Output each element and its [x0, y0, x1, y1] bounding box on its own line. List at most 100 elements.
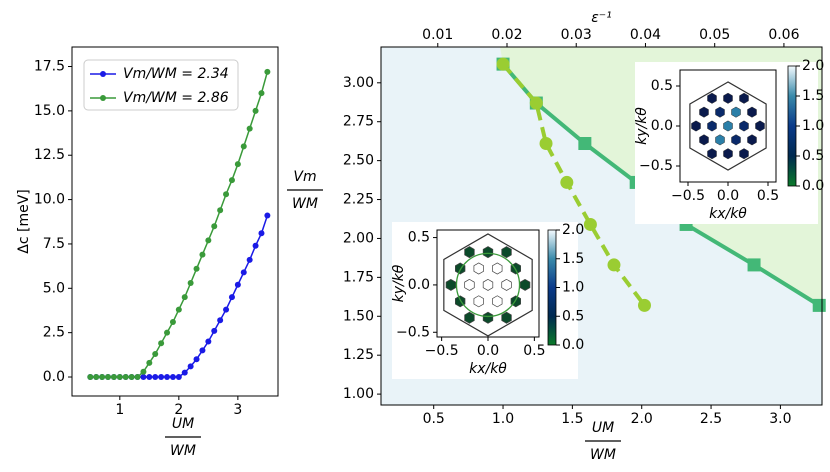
data-point: [211, 223, 218, 230]
data-point: [747, 258, 761, 272]
y-tick-label: 15.0: [34, 103, 65, 119]
data-point: [539, 137, 553, 151]
inset-y-label: ky/kθ: [634, 107, 650, 145]
momentum-cell: [473, 295, 484, 308]
x-tick-label: 0.04: [630, 27, 661, 43]
colorbar-tick-label: 1.0: [802, 118, 824, 134]
y-tick-label: 0.5: [651, 78, 673, 94]
data-point: [529, 96, 543, 110]
data-point: [228, 177, 235, 184]
data-point: [240, 143, 247, 150]
legend-marker: [100, 71, 106, 77]
data-point: [258, 90, 265, 97]
label-numerator: UM: [172, 416, 194, 432]
data-point: [175, 306, 182, 313]
brillouin-zone: [443, 233, 533, 337]
momentum-cell: [755, 120, 765, 132]
data-point: [93, 374, 100, 381]
colorbar-tick-label: 0.5: [562, 308, 584, 324]
data-point: [246, 125, 253, 132]
momentum-cell: [707, 148, 717, 160]
momentum-cell: [707, 92, 717, 104]
data-point: [164, 374, 171, 381]
y-tick-label: −0.5: [396, 324, 430, 340]
data-point: [193, 265, 200, 272]
momentum-cell: [739, 120, 749, 132]
momentum-cell: [464, 246, 475, 259]
x-tick-label: −0.5: [671, 188, 705, 204]
fermi-circle: [455, 252, 521, 318]
legend-label: Vm/WM = 2.34: [123, 66, 229, 82]
data-point: [217, 317, 224, 324]
data-point: [134, 374, 141, 381]
data-point: [199, 251, 206, 258]
data-point: [128, 374, 135, 381]
data-point: [110, 374, 117, 381]
data-point: [252, 242, 259, 249]
data-point: [175, 374, 182, 381]
y-tick-label: 1.75: [343, 269, 374, 285]
data-point: [240, 269, 247, 276]
y-tick-label: 3.00: [343, 75, 374, 91]
x-tick-label: 3.0: [769, 411, 791, 427]
label-numerator: Vm: [293, 169, 316, 185]
x-tick-label: 3: [233, 402, 242, 418]
momentum-cell: [445, 278, 457, 291]
label-denominator: WM: [292, 196, 318, 212]
momentum-cell: [739, 148, 749, 160]
y-tick-label: 10.0: [34, 192, 65, 208]
data-point: [164, 329, 171, 336]
momentum-cell: [747, 106, 757, 118]
x-tick-label: 0.0: [477, 343, 499, 359]
momentum-cell: [723, 148, 733, 160]
momentum-cell: [715, 134, 725, 146]
plot-frame: [380, 46, 823, 406]
data-point: [264, 212, 271, 219]
series-line: [90, 71, 269, 378]
x-tick-label: 0.01: [422, 27, 453, 43]
x-tick-label: 0.0: [717, 188, 739, 204]
data-point: [211, 327, 218, 334]
colorbar-tick-label: 1.5: [562, 251, 584, 267]
legend-box: [83, 59, 239, 111]
colorbar-tick-label: 0.5: [802, 148, 824, 164]
momentum-cell: [691, 120, 701, 132]
data-point: [193, 356, 200, 363]
momentum-cell: [501, 278, 512, 291]
data-point: [181, 369, 188, 376]
data-point: [637, 298, 651, 312]
y-tick-label: 1.25: [343, 347, 374, 363]
data-point: [169, 374, 176, 381]
data-point: [152, 350, 159, 357]
data-point: [99, 374, 106, 381]
momentum-cell: [482, 246, 494, 259]
data-point: [812, 298, 826, 312]
y-tick-label: 1.00: [343, 386, 374, 402]
colorbar-tick-label: 2.0: [802, 58, 824, 74]
y-tick-label: 1.50: [343, 308, 374, 324]
y-tick-label: 0.5: [408, 230, 430, 246]
x-tick-label: 0.5: [757, 188, 779, 204]
x-tick-label: −0.5: [425, 343, 459, 359]
momentum-cell: [747, 134, 757, 146]
label-denominator: WM: [170, 443, 196, 459]
data-point: [187, 279, 194, 286]
data-point: [105, 374, 112, 381]
data-point: [116, 374, 123, 381]
data-point: [187, 363, 194, 370]
colorbar-tick-label: 0.0: [562, 337, 584, 353]
y-tick-label: 0.0: [43, 369, 65, 385]
momentum-cell: [482, 311, 494, 324]
data-point: [264, 68, 271, 75]
x-tick-label: 1: [115, 402, 124, 418]
legend-label: Vm/WM = 2.86: [123, 90, 229, 106]
y-tick-label: 12.5: [34, 147, 65, 163]
x-tick-label: 2: [174, 402, 183, 418]
data-point: [252, 107, 259, 114]
momentum-cell: [482, 278, 494, 291]
colorbar: [547, 229, 557, 346]
data-point: [234, 281, 241, 288]
label-numerator: UM: [592, 420, 614, 436]
y-tick-label: 2.75: [343, 114, 374, 130]
colorbar-tick-label: 0.0: [802, 178, 824, 194]
